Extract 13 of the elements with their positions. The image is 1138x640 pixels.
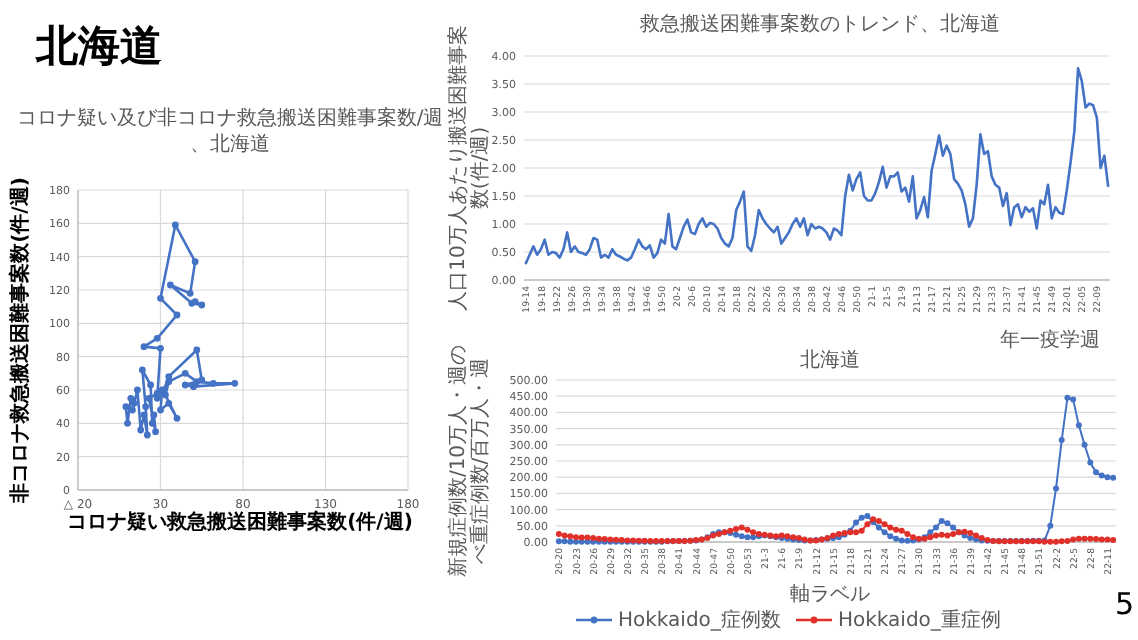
x-axis-title: 年一疫学週 [1000,328,1100,352]
chart-title: コロナ疑い及び非コロナ救急搬送困難事案数/週、北海道 [16,106,444,156]
chart-title: 救急搬送困難事案数のトレンド、北海道 [638,12,1000,36]
legend-label: Hokkaido_重症例 [838,608,1001,632]
y-axis-title: 非コロナ救急搬送困難事案数(件/週) [8,177,32,505]
x-axis-title: 軸ラベル [790,582,870,606]
x-axis-title: コロナ疑い救急搬送困難事案数(件/週) [67,510,413,534]
text: 北海道 [34,22,162,70]
text: 5 [1114,586,1134,622]
legend-label: Hokkaido_症例数 [618,608,781,632]
chart-title: 北海道 [800,348,860,372]
y-axis-title: 新規症例数/10万人・週のべ重症例数/百万人・週 [446,344,492,578]
y-axis-title: 人口10万人あたり搬送困難事案数(件/週) [446,25,492,311]
